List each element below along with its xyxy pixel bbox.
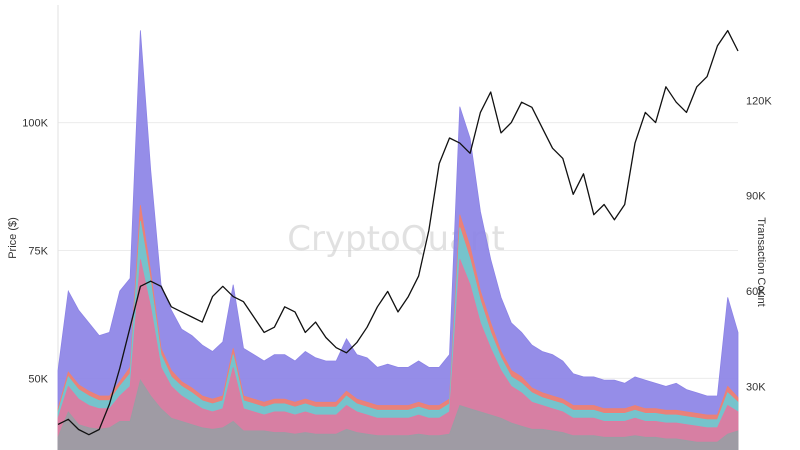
- right-axis-title: Transaction Count: [755, 217, 767, 306]
- left-tick-label-2: 100K: [22, 118, 48, 130]
- right-tick-label-3: 120K: [746, 95, 772, 107]
- right-tick-label-2: 90K: [746, 191, 766, 203]
- area-series-1: [57, 259, 739, 450]
- right-tick-label-1: 60K: [746, 286, 766, 298]
- right-tick-label-0: 30K: [746, 381, 766, 393]
- left-axis-title: Price ($): [7, 217, 19, 259]
- area-series: [57, 30, 739, 450]
- price-line: [57, 29, 739, 436]
- price-line-path: [57, 29, 739, 436]
- right-axis-ticks: 30K 60K 90K 120K: [746, 95, 772, 393]
- left-tick-label-0: 50K: [28, 373, 48, 385]
- left-tick-label-1: 75K: [28, 246, 48, 258]
- area-series-0: [57, 379, 739, 450]
- left-axis-ticks: 50K 75K 100K: [22, 118, 48, 386]
